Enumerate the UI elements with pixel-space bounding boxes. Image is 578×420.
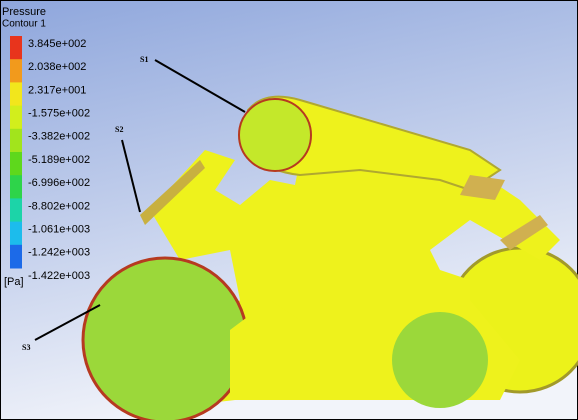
motorcycle-model (81, 95, 578, 420)
color-band (10, 59, 22, 83)
annotation-label: S2 (115, 125, 123, 134)
legend-level: -1.242e+003 (28, 247, 90, 259)
legend-level: -1.575e+002 (28, 108, 90, 120)
color-band (10, 128, 22, 153)
color-band (10, 221, 22, 246)
legend-level: 2.317e+001 (28, 84, 86, 96)
color-band (10, 82, 22, 107)
annotations: S1 S2 S3 (22, 55, 246, 352)
annotation-label: S3 (22, 343, 30, 352)
legend-subtitle: Contour 1 (2, 19, 46, 30)
legend-level: -1.422e+003 (28, 270, 90, 282)
legend-title: Pressure (2, 6, 46, 18)
legend-level: -8.802e+002 (28, 200, 90, 212)
color-band (10, 152, 22, 176)
color-band (10, 175, 22, 199)
leader-line (154, 59, 246, 113)
color-band (10, 36, 22, 60)
annotation-label: S1 (140, 55, 148, 64)
legend-level: -5.189e+002 (28, 154, 90, 166)
legend-level: 2.038e+002 (28, 61, 86, 73)
color-band (10, 105, 22, 130)
legend-level: 3.845e+002 (28, 38, 86, 50)
legend-level: -1.061e+003 (28, 224, 90, 236)
color-band (10, 198, 22, 223)
legend: Pressure Contour 1 [Pa] 3.845e+002 2.038e… (2, 6, 90, 288)
legend-level: -3.382e+002 (28, 131, 90, 143)
leader-line (34, 304, 101, 341)
legend-level: -6.996e+002 (28, 177, 90, 189)
legend-unit: [Pa] (4, 276, 24, 288)
leader-line (121, 139, 141, 213)
color-band (10, 244, 22, 269)
